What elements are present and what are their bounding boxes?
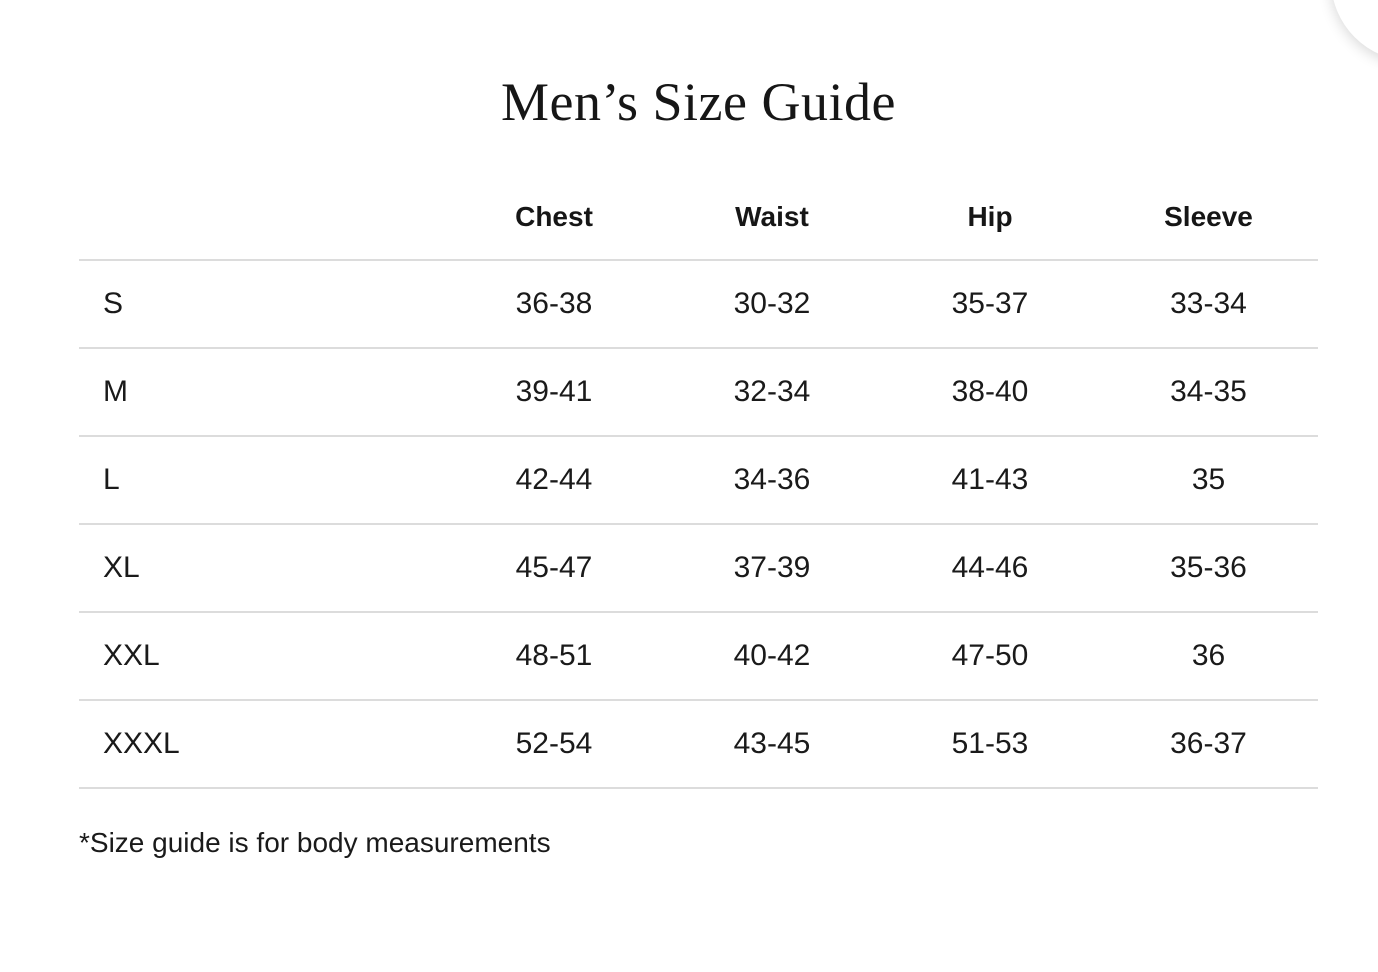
cell-chest: 39-41 [445,348,663,437]
cell-hip: 38-40 [881,348,1099,437]
cell-chest: 45-47 [445,524,663,613]
table-row: XXXL 52-54 43-45 51-53 36-37 [79,700,1318,789]
header-sleeve: Sleeve [1099,134,1318,261]
page-title: Men’s Size Guide [501,72,896,132]
cell-chest: 52-54 [445,700,663,789]
size-label: XXXL [79,700,445,789]
table-row: XL 45-47 37-39 44-46 35-36 [79,524,1318,613]
table-row: L 42-44 34-36 41-43 35 [79,436,1318,525]
cell-waist: 30-32 [663,260,881,349]
cell-waist: 34-36 [663,436,881,525]
cell-chest: 48-51 [445,612,663,701]
size-guide-modal: Men’s Size Guide Chest Waist Hip Sleeve … [79,0,1318,861]
size-guide-table: Chest Waist Hip Sleeve S 36-38 30-32 35-37 3… [79,134,1318,789]
cell-hip: 41-43 [881,436,1099,525]
close-button[interactable] [1331,0,1378,61]
cell-sleeve: 34-35 [1099,348,1318,437]
header-size-spacer [79,134,445,261]
cell-sleeve: 35-36 [1099,524,1318,613]
cell-chest: 36-38 [445,260,663,349]
size-label: M [79,348,445,437]
table-row: S 36-38 30-32 35-37 33-34 [79,260,1318,349]
cell-sleeve: 36 [1099,612,1318,701]
table-row: M 39-41 32-34 38-40 34-35 [79,348,1318,437]
size-label: L [79,436,445,525]
size-guide-footnote: *Size guide is for body measurements [79,827,551,858]
cell-hip: 51-53 [881,700,1099,789]
size-label: S [79,260,445,349]
cell-sleeve: 35 [1099,436,1318,525]
header-hip: Hip [881,134,1099,261]
cell-sleeve: 33-34 [1099,260,1318,349]
table-row: XXL 48-51 40-42 47-50 36 [79,612,1318,701]
table-header-row: Chest Waist Hip Sleeve [79,134,1318,261]
cell-hip: 47-50 [881,612,1099,701]
header-waist: Waist [663,134,881,261]
header-chest: Chest [445,134,663,261]
cell-hip: 35-37 [881,260,1099,349]
cell-hip: 44-46 [881,524,1099,613]
cell-waist: 37-39 [663,524,881,613]
cell-sleeve: 36-37 [1099,700,1318,789]
size-label: XXL [79,612,445,701]
cell-waist: 43-45 [663,700,881,789]
size-label: XL [79,524,445,613]
cell-waist: 32-34 [663,348,881,437]
cell-waist: 40-42 [663,612,881,701]
cell-chest: 42-44 [445,436,663,525]
